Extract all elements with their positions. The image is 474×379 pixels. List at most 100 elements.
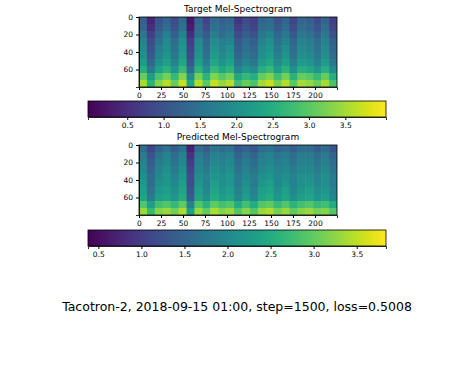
cell: [321, 52, 329, 60]
tick-label: 1.5: [179, 250, 191, 259]
cell: [329, 66, 337, 74]
cell: [313, 31, 321, 39]
cell: [139, 59, 147, 67]
title: Target Mel-Spectrogram: [183, 4, 292, 14]
cell: [210, 152, 218, 160]
cell: [218, 187, 226, 195]
cell: [313, 173, 321, 181]
cell: [289, 180, 297, 188]
tick-label: 200: [308, 91, 323, 100]
cell: [321, 194, 329, 202]
cell: [179, 45, 187, 53]
cell: [187, 24, 195, 32]
cell: [202, 194, 210, 202]
cell: [187, 166, 195, 174]
cell: [242, 38, 250, 46]
cell: [226, 187, 234, 195]
cell: [179, 166, 187, 174]
cell: [179, 159, 187, 167]
cell: [226, 80, 234, 87]
x-axis: 0255075100125150175200: [137, 87, 337, 100]
cell: [321, 166, 329, 174]
cell: [187, 52, 195, 60]
cell: [321, 159, 329, 167]
cell: [266, 166, 274, 174]
cell: [163, 17, 171, 25]
cell: [329, 173, 337, 181]
tick-label: 75: [201, 219, 211, 228]
cell: [226, 31, 234, 39]
tick-label: 25: [157, 91, 167, 100]
cell: [179, 17, 187, 25]
cell: [218, 80, 226, 87]
cell: [289, 159, 297, 167]
cell: [171, 24, 179, 32]
cell: [329, 45, 337, 53]
cell: [163, 73, 171, 81]
cell: [242, 73, 250, 81]
cell: [155, 31, 163, 39]
cell: [313, 52, 321, 60]
cell: [242, 31, 250, 39]
cell: [147, 173, 155, 181]
tick-mark: [136, 17, 139, 18]
cell: [329, 159, 337, 167]
cell: [289, 52, 297, 60]
cell: [147, 180, 155, 188]
tick-label: 150: [264, 91, 279, 100]
cell: [210, 52, 218, 60]
cell: [313, 24, 321, 32]
cell: [194, 201, 202, 209]
tick-mark: [249, 87, 250, 90]
cell: [194, 145, 202, 153]
cell: [179, 66, 187, 74]
cell: [329, 187, 337, 195]
tick-label: 50: [179, 219, 189, 228]
cell: [305, 73, 313, 81]
cell: [266, 80, 274, 87]
cell: [194, 31, 202, 39]
cell: [155, 180, 163, 188]
cell: [179, 145, 187, 153]
cell: [258, 45, 266, 53]
cell: [210, 208, 218, 215]
cell: [234, 52, 242, 60]
tick-mark: [184, 246, 185, 249]
cell: [226, 208, 234, 215]
cell: [274, 201, 282, 209]
tick: 100: [220, 87, 235, 100]
cell: [139, 180, 147, 188]
cell: [139, 73, 147, 81]
cell: [171, 187, 179, 195]
cell: [274, 66, 282, 74]
cell: [313, 38, 321, 46]
cell: [202, 73, 210, 81]
cell: [258, 145, 266, 153]
cell: [258, 194, 266, 202]
cell: [297, 187, 305, 195]
tick-label: 20: [123, 158, 133, 167]
cell: [266, 173, 274, 181]
cell: [234, 17, 242, 25]
cell: [210, 180, 218, 188]
cell: [242, 173, 250, 181]
cell: [210, 159, 218, 167]
cell: [163, 59, 171, 67]
cell: [194, 159, 202, 167]
cell: [234, 45, 242, 53]
cell: [282, 152, 290, 160]
cell: [147, 59, 155, 67]
tick-mark: [183, 87, 184, 90]
tick-mark: [136, 70, 139, 71]
tick-mark: [227, 87, 228, 90]
cell: [210, 73, 218, 81]
cell: [242, 180, 250, 188]
cell: [266, 38, 274, 46]
cell: [163, 152, 171, 160]
tick-label: 40: [123, 176, 133, 185]
tick: 175: [286, 215, 301, 228]
cell: [305, 45, 313, 53]
cell: [274, 73, 282, 81]
cell: [305, 31, 313, 39]
cell: [202, 31, 210, 39]
